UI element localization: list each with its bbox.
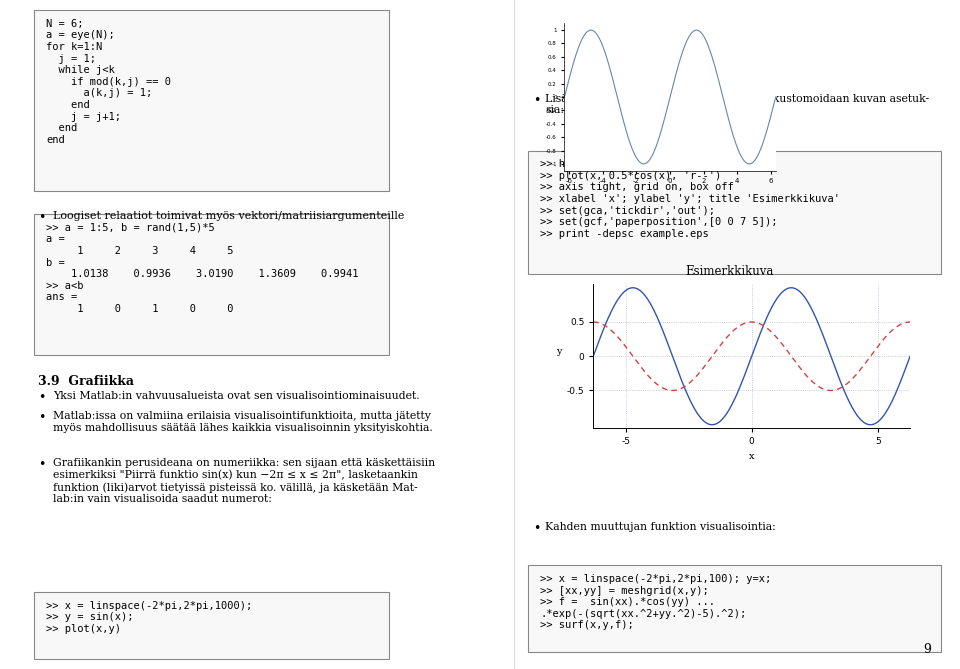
Text: >> x = linspace(-2*pi,2*pi,100); y=x;
>> [xx,yy] = meshgrid(x,y);
>> f =  sin(xx: >> x = linspace(-2*pi,2*pi,100); y=x; >>… bbox=[540, 574, 772, 630]
Text: •: • bbox=[533, 522, 540, 535]
Text: •: • bbox=[533, 94, 540, 106]
Text: Lisätään samaan kuvaan toinen käyrä, ja kustomoidaan kuvan asetuk-
sia:: Lisätään samaan kuvaan toinen käyrä, ja … bbox=[545, 94, 929, 115]
Text: >> a = 1:5, b = rand(1,5)*5
a =
     1     2     3     4     5
b =
    1.0138   : >> a = 1:5, b = rand(1,5)*5 a = 1 2 3 4 … bbox=[46, 223, 359, 314]
Text: Yksi Matlab:in vahvuusalueista ovat sen visualisointiominaisuudet.: Yksi Matlab:in vahvuusalueista ovat sen … bbox=[53, 391, 420, 401]
FancyBboxPatch shape bbox=[34, 214, 389, 355]
Text: Grafiikankin perusideana on numeriikka: sen sijaan että käskettäisiin
esimerkiks: Grafiikankin perusideana on numeriikka: … bbox=[53, 458, 435, 504]
Text: Kahden muuttujan funktion visualisointia:: Kahden muuttujan funktion visualisointia… bbox=[545, 522, 776, 532]
FancyBboxPatch shape bbox=[528, 565, 941, 652]
FancyBboxPatch shape bbox=[34, 592, 389, 659]
FancyBboxPatch shape bbox=[34, 10, 389, 191]
Y-axis label: y: y bbox=[556, 347, 561, 356]
Text: N = 6;
a = eye(N);
for k=1:N
  j = 1;
  while j<k
    if mod(k,j) == 0
      a(k: N = 6; a = eye(N); for k=1:N j = 1; whil… bbox=[46, 19, 171, 145]
Text: •: • bbox=[38, 211, 46, 223]
Text: >> hold on
>> plot(x, 0.5*cos(x), 'r--')
>> axis tight, grid on, box off
>> xlab: >> hold on >> plot(x, 0.5*cos(x), 'r--')… bbox=[540, 159, 841, 239]
Text: Esimerkkikuva: Esimerkkikuva bbox=[685, 265, 774, 278]
Text: •: • bbox=[38, 458, 46, 471]
Text: 3.9  Grafiikka: 3.9 Grafiikka bbox=[38, 375, 134, 387]
Text: Loogiset relaatiot toimivat myös vektori/matriisiargumenteille: Loogiset relaatiot toimivat myös vektori… bbox=[53, 211, 404, 221]
Text: •: • bbox=[38, 411, 46, 424]
Text: 9: 9 bbox=[924, 643, 931, 656]
X-axis label: x: x bbox=[749, 452, 755, 461]
FancyBboxPatch shape bbox=[528, 151, 941, 274]
Text: Matlab:issa on valmiina erilaisia visualisointifunktioita, mutta jätetty
myös ma: Matlab:issa on valmiina erilaisia visual… bbox=[53, 411, 433, 433]
Text: >> x = linspace(-2*pi,2*pi,1000);
>> y = sin(x);
>> plot(x,y): >> x = linspace(-2*pi,2*pi,1000); >> y =… bbox=[46, 601, 252, 634]
Text: •: • bbox=[38, 391, 46, 404]
